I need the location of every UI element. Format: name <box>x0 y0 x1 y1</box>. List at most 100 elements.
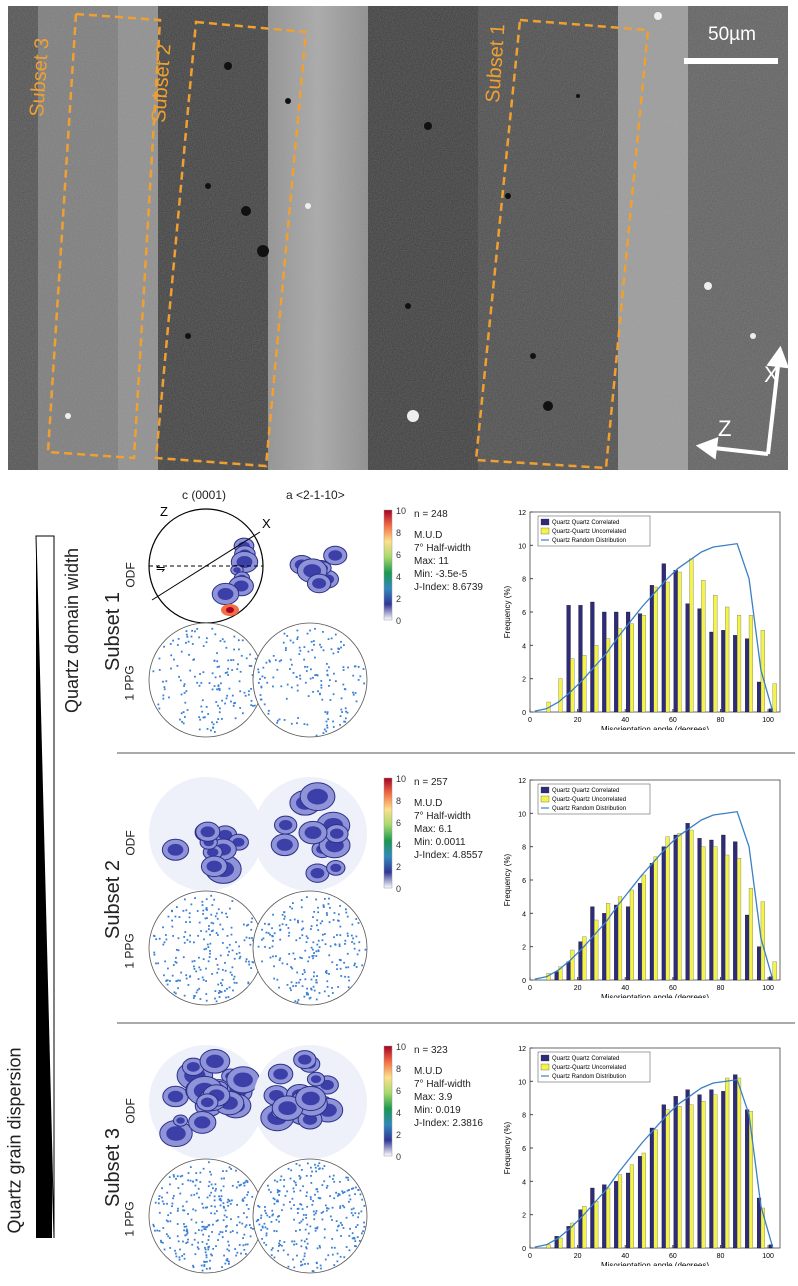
sem-micrograph: 50µm Subset 3 Subset 2 Subset 1 X Z <box>8 6 788 470</box>
stat-line: Min: -3.5e-5 <box>414 569 468 580</box>
legend-entry: Quartz Random Distribution <box>552 806 626 812</box>
bar-correlated <box>697 1094 702 1249</box>
bar-uncorrelated <box>725 854 730 981</box>
y-tick-label: 8 <box>522 1113 526 1120</box>
x-tick-label: 60 <box>669 985 677 992</box>
colorbar-subset-3: 10 8 6 4 2 0 <box>383 1042 406 1162</box>
x-tick-label: 40 <box>621 1253 629 1260</box>
stat-line: J-Index: 4.8557 <box>414 850 483 861</box>
domain-width-wedge <box>35 535 55 1239</box>
bar-uncorrelated <box>748 615 753 713</box>
bar-correlated <box>590 601 595 713</box>
header-c-axis: c (0001) <box>182 488 227 502</box>
colorbar-tick: 0 <box>396 1152 401 1162</box>
bar-correlated <box>566 961 571 981</box>
colorbar-tick: 4 <box>396 572 401 582</box>
bar-uncorrelated <box>617 628 623 713</box>
bar-uncorrelated <box>736 858 742 981</box>
colorbar-tick: 8 <box>396 1064 401 1074</box>
bar-uncorrelated <box>760 1207 765 1249</box>
bar-correlated <box>590 906 595 981</box>
y-tick-label: 6 <box>522 878 526 885</box>
bar-uncorrelated <box>558 966 563 981</box>
bar-uncorrelated <box>594 919 599 981</box>
colorbar-tick: 10 <box>396 506 406 516</box>
colorbar-tick: 0 <box>396 884 401 894</box>
grain-count: n = 323 <box>414 1045 448 1056</box>
bar-uncorrelated <box>570 1222 575 1249</box>
y-tick-label: 0 <box>522 978 526 985</box>
bar-uncorrelated <box>582 936 587 981</box>
bar-uncorrelated <box>570 658 575 713</box>
bar-correlated <box>649 863 654 981</box>
stat-line: Max: 11 <box>414 556 449 567</box>
bar-uncorrelated <box>558 678 563 713</box>
bar-correlated <box>578 941 583 981</box>
y-tick-label: 4 <box>522 1179 526 1186</box>
scale-label: 50µm <box>708 24 756 45</box>
a-axis-ppg <box>252 1158 368 1274</box>
bar-uncorrelated <box>677 833 682 981</box>
bar-correlated <box>649 1127 654 1249</box>
y-tick-label: 12 <box>518 778 526 785</box>
colorbar-tick: 6 <box>396 1086 401 1096</box>
pole-figures-subset-3 <box>148 1045 368 1274</box>
x-tick-label: 0 <box>528 717 532 724</box>
bar-uncorrelated <box>641 874 646 981</box>
bar-correlated <box>661 563 666 713</box>
legend-entry: Quartz Random Distribution <box>552 1074 626 1080</box>
y-axis-label: Frequency (%) <box>503 585 512 638</box>
bar-uncorrelated <box>653 586 658 713</box>
x-tick-label: 80 <box>717 985 725 992</box>
chart-legend: Quartz Quartz Correlated Quartz-Quartz Un… <box>537 515 651 547</box>
bar-correlated <box>554 971 559 981</box>
stat-line: M.U.D <box>414 798 443 809</box>
colorbar-tick: 8 <box>396 528 401 538</box>
bar-uncorrelated <box>641 1152 646 1249</box>
legend-entry: Quartz-Quartz Uncorrelated <box>552 797 626 803</box>
y-tick-label: 4 <box>522 911 526 918</box>
bar-correlated <box>578 605 583 713</box>
bar-uncorrelated <box>606 638 611 713</box>
bar-correlated <box>685 603 690 713</box>
x-tick-label: 100 <box>762 717 774 724</box>
y-tick-label: 10 <box>518 811 526 818</box>
a-axis-ppg <box>252 622 368 738</box>
bar-uncorrelated <box>772 683 777 713</box>
legend-entry: Quartz Random Distribution <box>552 538 626 544</box>
bar-correlated <box>661 1104 666 1249</box>
x-tick-label: 60 <box>669 1253 677 1260</box>
subset-1-box <box>474 18 650 470</box>
bar-uncorrelated <box>736 615 742 713</box>
bar-correlated <box>673 1096 678 1249</box>
bar-correlated <box>697 608 702 713</box>
bar-correlated <box>685 1089 690 1249</box>
bar-correlated <box>733 635 738 713</box>
bar-uncorrelated <box>677 1106 682 1249</box>
y-tick-label: 8 <box>522 577 526 584</box>
odf-stats-subset-2: n = 257 M.U.D 7° Half-width Max: 6.1 Min: 0.… <box>414 776 483 862</box>
bar-correlated <box>733 1074 738 1249</box>
bar-uncorrelated <box>760 901 765 981</box>
bar-correlated <box>614 1181 619 1249</box>
chart-legend: Quartz Quartz Correlated Quartz-Quartz Un… <box>537 783 651 815</box>
bar-uncorrelated <box>558 1237 563 1249</box>
bar-uncorrelated <box>653 856 658 981</box>
x-tick-label: 0 <box>528 1253 532 1260</box>
ppg-row-label: 1 PPG <box>122 665 137 701</box>
bar-uncorrelated <box>665 836 670 981</box>
bar-correlated <box>721 1091 726 1249</box>
y-tick-label: 0 <box>522 710 526 717</box>
stat-line: 7° Half-width <box>414 1079 471 1090</box>
y-tick-label: 6 <box>522 610 526 617</box>
x-tick-label: 100 <box>762 985 774 992</box>
subset-2-box <box>154 20 308 468</box>
legend-entry: Quartz-Quartz Uncorrelated <box>552 1065 626 1071</box>
bar-uncorrelated <box>713 595 718 713</box>
colorbar-tick: 6 <box>396 550 401 560</box>
a-axis-odf <box>253 777 367 891</box>
bar-correlated <box>721 630 726 713</box>
y-tick-label: 0 <box>522 1246 526 1253</box>
bar-uncorrelated <box>713 1094 718 1249</box>
bar-correlated <box>697 838 702 981</box>
